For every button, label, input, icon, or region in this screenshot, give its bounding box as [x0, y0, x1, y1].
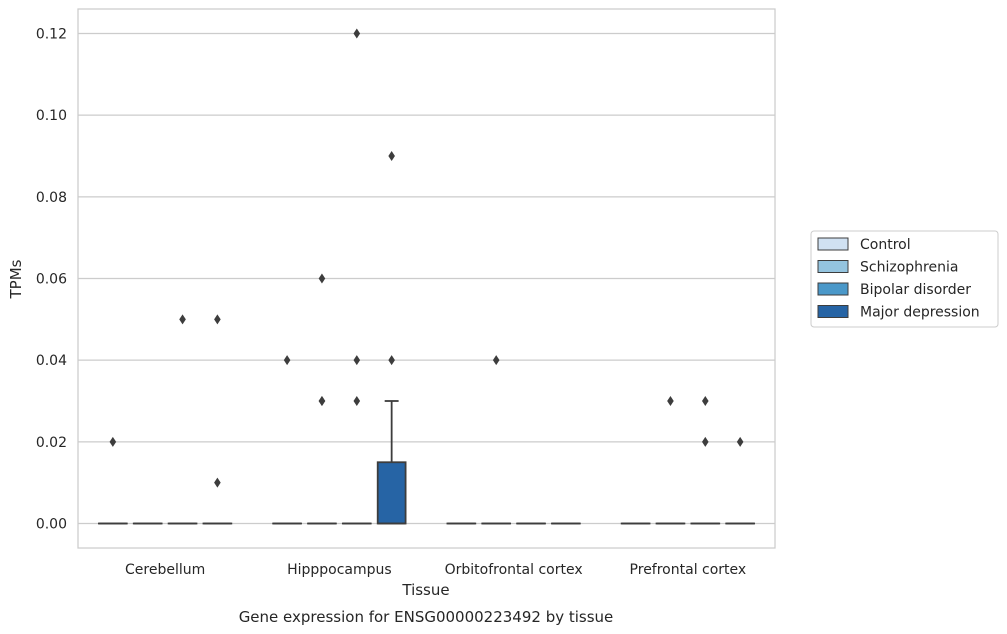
x-tick-label: Cerebellum	[125, 562, 205, 578]
series-bipolar-disorder	[167, 28, 721, 525]
box	[655, 396, 686, 525]
box	[272, 355, 302, 525]
outlier-point	[388, 355, 395, 366]
y-tick-label: 0.10	[36, 108, 67, 124]
legend-label: Bipolar disorder	[860, 282, 971, 298]
box	[202, 314, 233, 525]
outlier-point	[388, 151, 395, 161]
outlier-point	[318, 396, 326, 406]
x-tick-label: Orbitofrontal cortex	[445, 562, 583, 578]
legend-swatch	[817, 237, 849, 251]
x-axis-title: Tissue	[401, 581, 449, 599]
y-axis-title: TPMs	[7, 259, 25, 299]
legend: Control Schizophrenia Bipolar disorder Majo…	[810, 230, 999, 328]
series-schizophrenia	[132, 273, 686, 525]
y-tick-label: 0.00	[36, 517, 67, 533]
box	[98, 436, 128, 525]
box	[307, 273, 337, 525]
plot-frame	[77, 8, 776, 549]
legend-label: Control	[860, 237, 911, 253]
x-tick-label: Prefrontal cortex	[630, 562, 747, 578]
box	[481, 355, 512, 525]
y-tick-label: 0.12	[36, 27, 67, 43]
y-tick-label: 0.04	[36, 353, 67, 369]
x-tick-label: Hipppocampus	[287, 562, 392, 578]
outlier-point	[353, 28, 361, 39]
outlier-point	[179, 314, 186, 325]
x-tick-labels: Cerebellum Hipppocampus Orbitofrontal cort…	[125, 562, 746, 578]
legend-swatch	[817, 282, 849, 296]
legend-label: Schizophrenia	[860, 260, 958, 276]
y-tick-label: 0.08	[36, 190, 67, 206]
outlier-point	[283, 355, 291, 366]
box-groups	[98, 28, 755, 525]
legend-frame	[810, 230, 999, 328]
outlier-point	[736, 436, 744, 447]
y-tick-label: 0.06	[36, 272, 67, 288]
outlier-point	[492, 355, 500, 366]
chart-caption: Gene expression for ENSG00000223492 by t…	[239, 608, 614, 626]
outlier-point	[318, 273, 326, 284]
y-tick-labels: 0.00 0.02 0.04 0.06 0.08 0.10 0.12	[36, 27, 67, 533]
legend-label: Major depression	[860, 305, 980, 321]
box	[167, 314, 198, 525]
box	[725, 436, 755, 525]
outlier-point	[214, 314, 221, 325]
outlier-point	[353, 396, 361, 406]
series-control	[98, 355, 651, 525]
box	[341, 28, 372, 525]
outlier-point	[702, 396, 709, 406]
box	[690, 396, 721, 525]
y-tick-label: 0.02	[36, 435, 67, 451]
outlier-point	[702, 436, 709, 447]
outlier-point	[109, 436, 117, 447]
box-body	[376, 461, 407, 525]
legend-swatch	[817, 305, 849, 318]
series-major-depression	[202, 151, 755, 525]
outlier-point	[667, 396, 674, 406]
legend-swatch	[817, 260, 849, 273]
box	[376, 151, 407, 525]
outlier-point	[353, 355, 361, 366]
outlier-point	[214, 477, 221, 488]
